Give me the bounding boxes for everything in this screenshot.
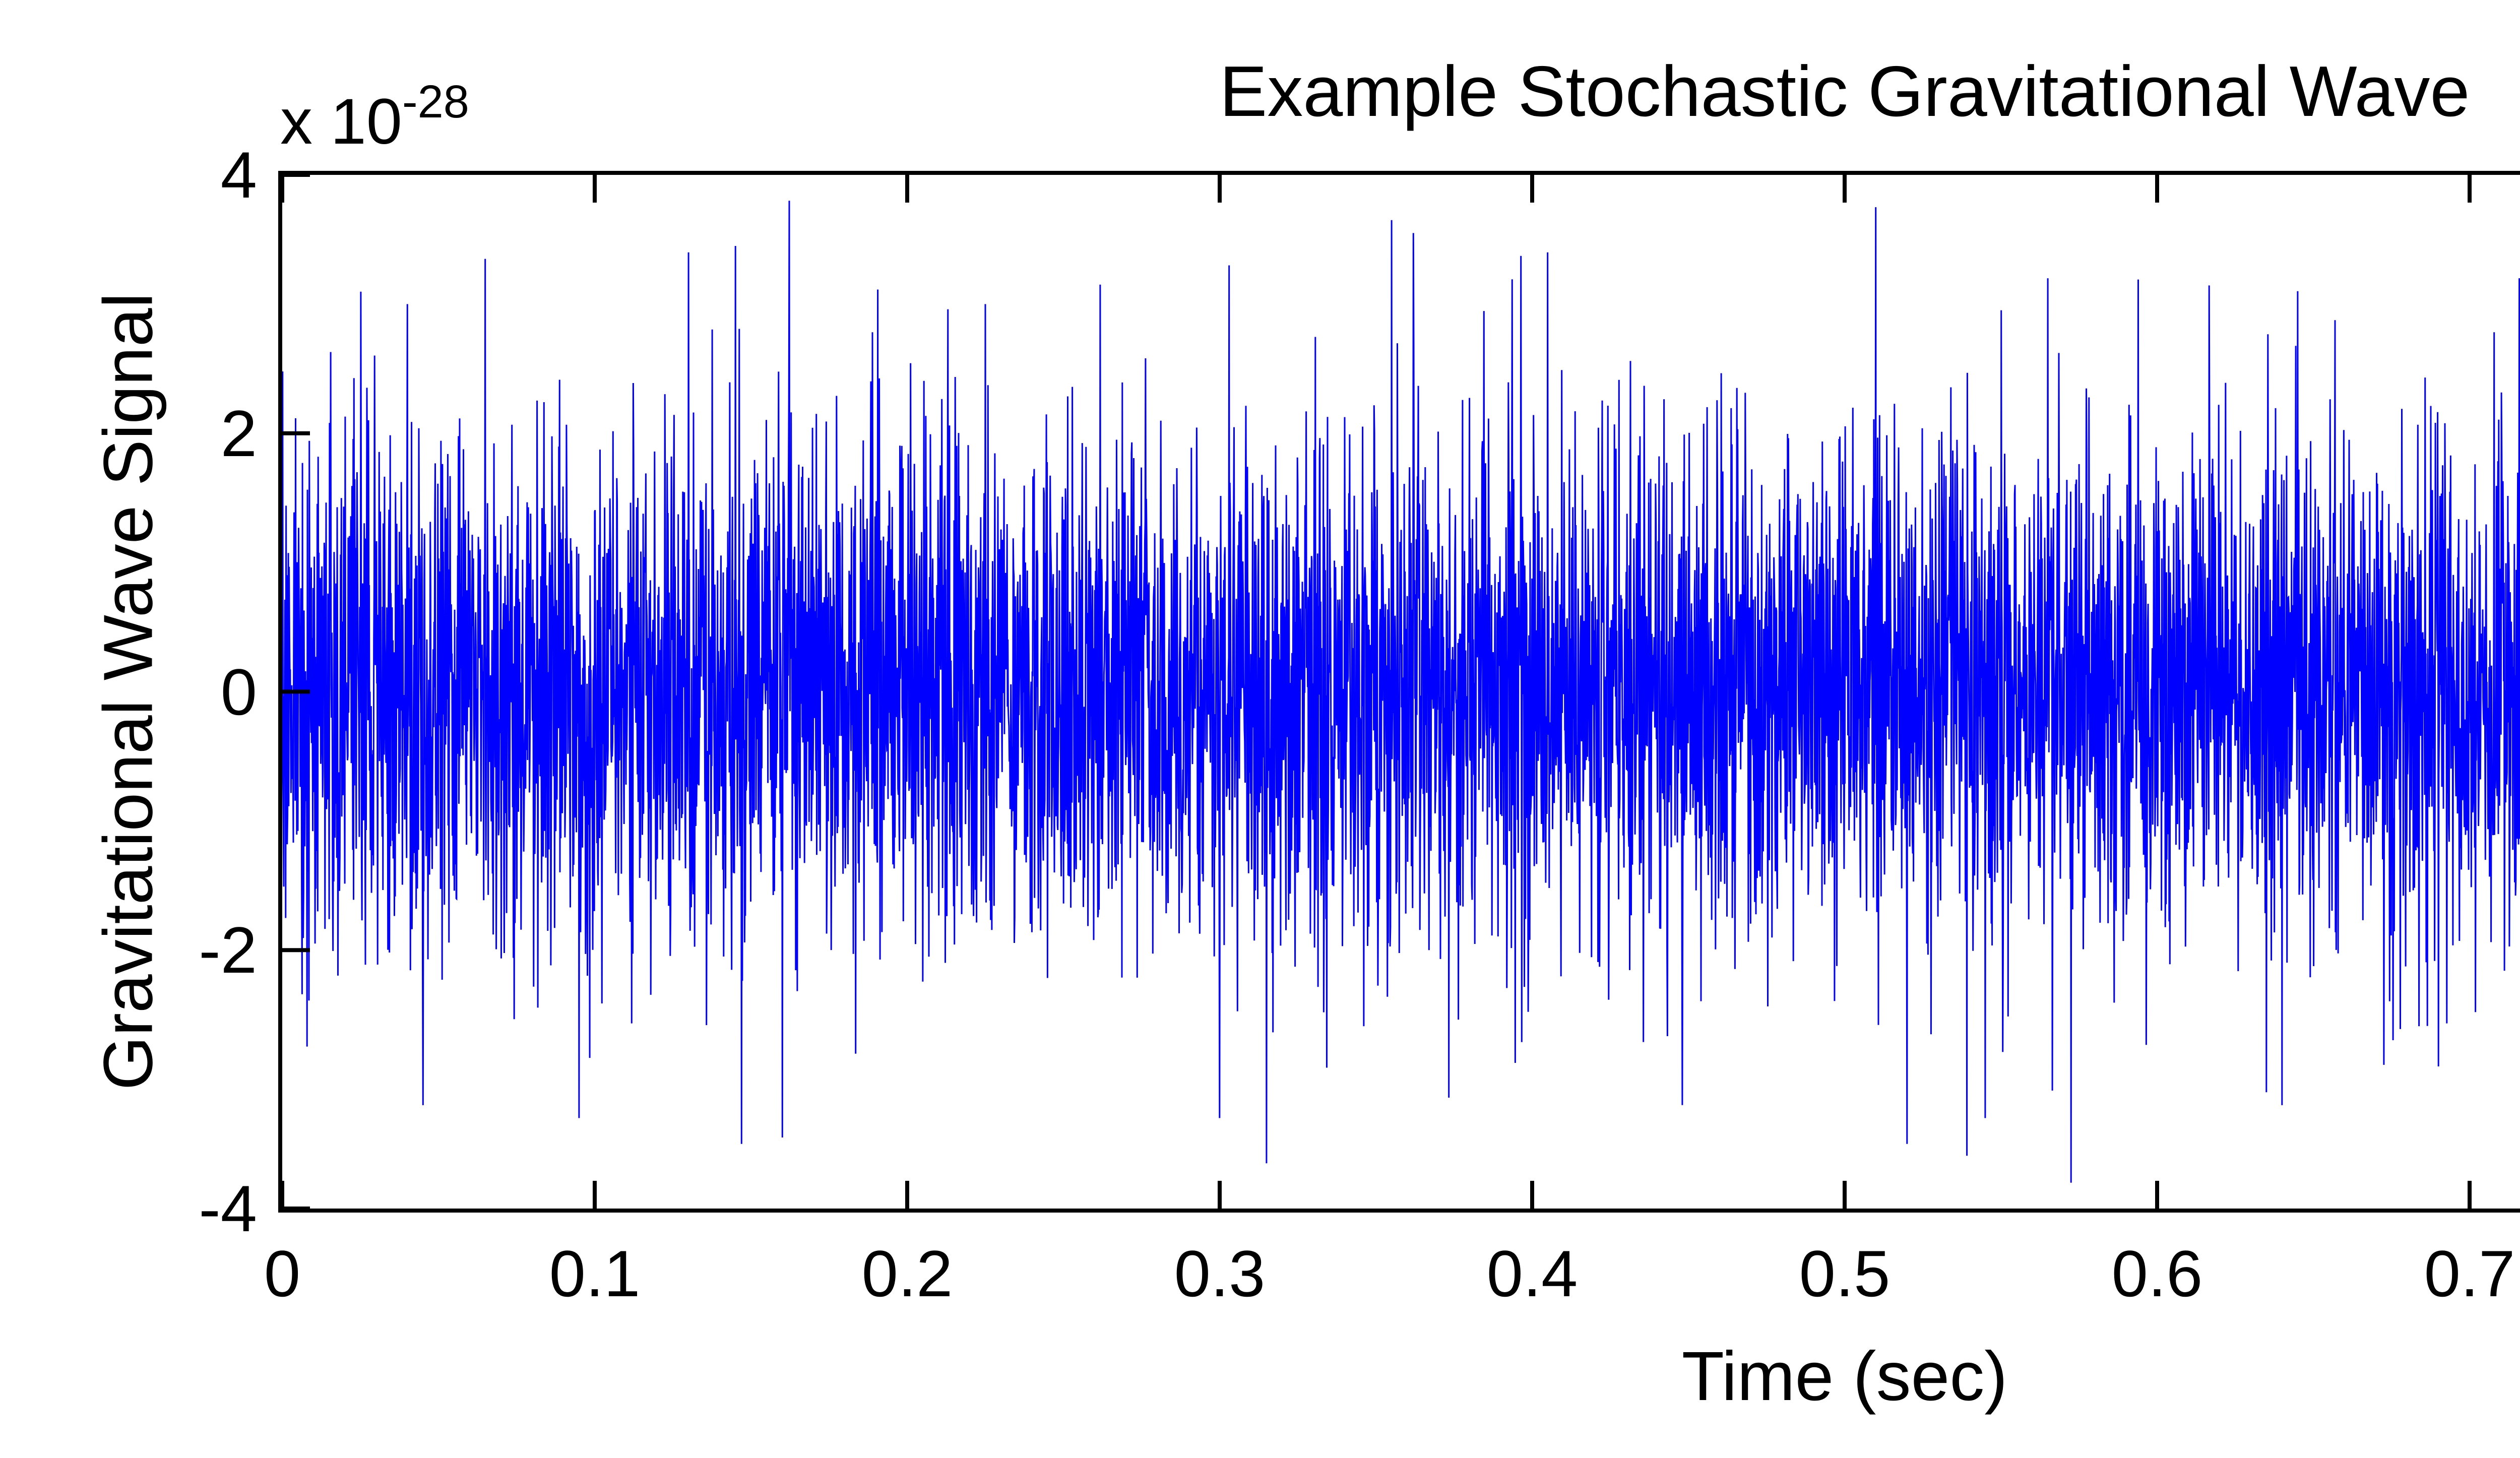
- y-tick-label: 2: [220, 396, 257, 470]
- y-tick-label: -4: [199, 1172, 257, 1245]
- y-axis-scale-prefix: x 10: [280, 86, 402, 158]
- signal-polyline: [282, 201, 2520, 1183]
- y-tick-label: -2: [199, 913, 257, 987]
- y-axis-scale-power: -28: [402, 76, 469, 128]
- x-tick-label: 0.6: [2111, 1237, 2203, 1310]
- x-tick-label: 0.2: [861, 1237, 953, 1310]
- plot-area: [278, 171, 2520, 1213]
- chart-title: Example Stochastic Gravitational Wave: [1219, 51, 2470, 132]
- x-tick-label: 0.7: [2424, 1237, 2515, 1310]
- y-axis-scale-exponent: x 10-28: [280, 76, 469, 159]
- signal-plot-canvas: [282, 175, 2520, 1209]
- x-tick-label: 0.5: [1799, 1237, 1891, 1310]
- x-axis-label: Time (sec): [1681, 1338, 2008, 1415]
- axis-tick-marks: [282, 175, 2472, 1209]
- y-tick-label: 4: [220, 138, 257, 212]
- x-tick-label: 0.3: [1174, 1237, 1266, 1310]
- signal-trace: [282, 201, 2520, 1183]
- x-tick-label: 0.4: [1486, 1237, 1578, 1310]
- x-tick-label: 0: [264, 1237, 301, 1310]
- x-tick-label: 0.1: [549, 1237, 641, 1310]
- y-tick-label: 0: [220, 655, 257, 729]
